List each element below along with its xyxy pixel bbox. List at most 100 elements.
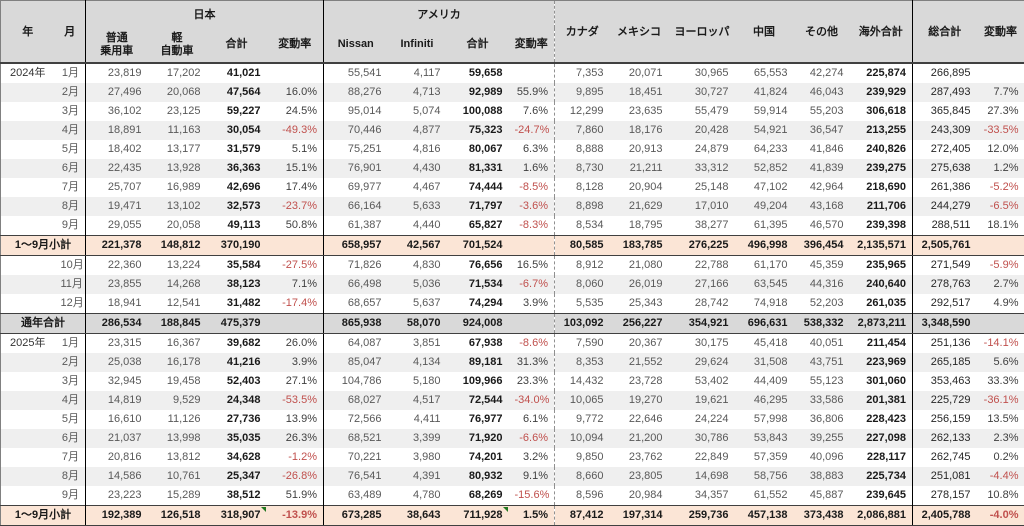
cell[interactable]: -6.7% bbox=[509, 275, 555, 294]
cell[interactable]: 23,855 bbox=[86, 275, 148, 294]
cell[interactable]: 3,399 bbox=[388, 429, 447, 448]
cell[interactable]: 71,534 bbox=[447, 275, 509, 294]
month-cell[interactable]: 7月 bbox=[55, 448, 86, 467]
cell[interactable]: 8,912 bbox=[555, 255, 610, 275]
cell[interactable]: 71,826 bbox=[324, 255, 388, 275]
cell[interactable]: 68,269 bbox=[447, 486, 509, 506]
cell[interactable]: -8.5% bbox=[509, 178, 555, 197]
cell[interactable]: 235,965 bbox=[850, 255, 913, 275]
cell[interactable]: 18,891 bbox=[86, 121, 148, 140]
month-cell[interactable]: 7月 bbox=[55, 178, 86, 197]
col-header-us-variation[interactable]: 変動率 bbox=[509, 28, 555, 63]
cell[interactable] bbox=[977, 313, 1024, 333]
cell[interactable]: 7.6% bbox=[509, 102, 555, 121]
col-header-overseas-total[interactable]: 海外合計 bbox=[850, 1, 913, 63]
cell[interactable]: 4,440 bbox=[388, 216, 447, 236]
cell[interactable]: 47,102 bbox=[735, 178, 794, 197]
cell[interactable]: 227,098 bbox=[850, 429, 913, 448]
cell[interactable]: 38,883 bbox=[794, 467, 850, 486]
cell[interactable]: 23,223 bbox=[86, 486, 148, 506]
cell[interactable]: 23,125 bbox=[148, 102, 207, 121]
cell[interactable]: -23.7% bbox=[267, 197, 324, 216]
cell[interactable]: 35,584 bbox=[207, 255, 267, 275]
cell[interactable]: 20,984 bbox=[610, 486, 669, 506]
cell[interactable]: 6.3% bbox=[509, 140, 555, 159]
col-header-us-infiniti[interactable]: Infiniti bbox=[388, 28, 447, 63]
cell[interactable]: 924,008 bbox=[447, 313, 509, 333]
cell[interactable] bbox=[509, 235, 555, 255]
cell[interactable]: 23.3% bbox=[509, 372, 555, 391]
cell[interactable]: 2,873,211 bbox=[850, 313, 913, 333]
cell[interactable] bbox=[267, 63, 324, 83]
cell[interactable]: 4,713 bbox=[388, 83, 447, 102]
cell[interactable]: 70,221 bbox=[324, 448, 388, 467]
cell[interactable]: 33.3% bbox=[977, 372, 1024, 391]
cell[interactable]: 711,928 bbox=[447, 505, 509, 525]
year-cell[interactable] bbox=[1, 140, 55, 159]
cell[interactable]: 211,454 bbox=[850, 333, 913, 353]
cell[interactable]: 12,299 bbox=[555, 102, 610, 121]
cell[interactable]: 24,879 bbox=[669, 140, 735, 159]
cell[interactable]: 45,418 bbox=[735, 333, 794, 353]
cell[interactable]: 13,224 bbox=[148, 255, 207, 275]
cell[interactable]: 373,438 bbox=[794, 505, 850, 525]
year-cell[interactable] bbox=[1, 410, 55, 429]
cell[interactable]: 34,357 bbox=[669, 486, 735, 506]
cell[interactable]: 13.9% bbox=[267, 410, 324, 429]
cell[interactable]: 38,277 bbox=[669, 216, 735, 236]
cell[interactable]: -27.5% bbox=[267, 255, 324, 275]
cell[interactable]: 89,181 bbox=[447, 353, 509, 372]
cell[interactable]: -1.2% bbox=[267, 448, 324, 467]
cell[interactable]: 10,761 bbox=[148, 467, 207, 486]
cell[interactable]: 865,938 bbox=[324, 313, 388, 333]
cell[interactable]: 696,631 bbox=[735, 313, 794, 333]
month-cell[interactable]: 1月 bbox=[55, 333, 86, 353]
cell[interactable]: 11,126 bbox=[148, 410, 207, 429]
cell[interactable]: 57,998 bbox=[735, 410, 794, 429]
cell[interactable]: 457,138 bbox=[735, 505, 794, 525]
cell[interactable]: 5,036 bbox=[388, 275, 447, 294]
cell[interactable]: 20,816 bbox=[86, 448, 148, 467]
cell[interactable]: 292,517 bbox=[913, 294, 977, 314]
cell[interactable]: 72,544 bbox=[447, 391, 509, 410]
year-cell[interactable] bbox=[1, 275, 55, 294]
cell[interactable]: 36,363 bbox=[207, 159, 267, 178]
cell[interactable]: -3.6% bbox=[509, 197, 555, 216]
cell[interactable]: 183,785 bbox=[610, 235, 669, 255]
cell[interactable]: -24.7% bbox=[509, 121, 555, 140]
month-cell[interactable]: 8月 bbox=[55, 197, 86, 216]
cell[interactable]: 301,060 bbox=[850, 372, 913, 391]
cell[interactable]: 29,055 bbox=[86, 216, 148, 236]
cell[interactable]: 92,989 bbox=[447, 83, 509, 102]
year-cell[interactable] bbox=[1, 372, 55, 391]
col-header-jp-variation[interactable]: 変動率 bbox=[267, 28, 324, 63]
group-header-japan[interactable]: 日本 bbox=[86, 1, 324, 28]
cell[interactable]: 243,309 bbox=[913, 121, 977, 140]
cell[interactable] bbox=[267, 313, 324, 333]
cell[interactable]: 23,762 bbox=[610, 448, 669, 467]
cell[interactable]: 370,190 bbox=[207, 235, 267, 255]
cell[interactable]: 13,928 bbox=[148, 159, 207, 178]
cell[interactable] bbox=[509, 313, 555, 333]
cell[interactable]: 71,797 bbox=[447, 197, 509, 216]
cell[interactable]: 40,096 bbox=[794, 448, 850, 467]
cell[interactable]: 261,035 bbox=[850, 294, 913, 314]
cell[interactable]: 43,168 bbox=[794, 197, 850, 216]
cell[interactable]: 52,852 bbox=[735, 159, 794, 178]
cell[interactable]: 7,590 bbox=[555, 333, 610, 353]
cell[interactable]: 58,756 bbox=[735, 467, 794, 486]
cell[interactable] bbox=[509, 63, 555, 83]
cell[interactable]: 287,493 bbox=[913, 83, 977, 102]
cell[interactable]: 21,200 bbox=[610, 429, 669, 448]
cell[interactable]: 1.5% bbox=[509, 505, 555, 525]
cell[interactable]: 18,795 bbox=[610, 216, 669, 236]
cell[interactable]: 16.5% bbox=[509, 255, 555, 275]
cell[interactable]: 5,637 bbox=[388, 294, 447, 314]
cell[interactable]: 4,391 bbox=[388, 467, 447, 486]
cell[interactable]: 13,177 bbox=[148, 140, 207, 159]
cell[interactable]: 109,966 bbox=[447, 372, 509, 391]
cell[interactable]: 278,763 bbox=[913, 275, 977, 294]
cell[interactable]: 17.4% bbox=[267, 178, 324, 197]
cell[interactable]: 7,860 bbox=[555, 121, 610, 140]
cell[interactable]: 71,920 bbox=[447, 429, 509, 448]
